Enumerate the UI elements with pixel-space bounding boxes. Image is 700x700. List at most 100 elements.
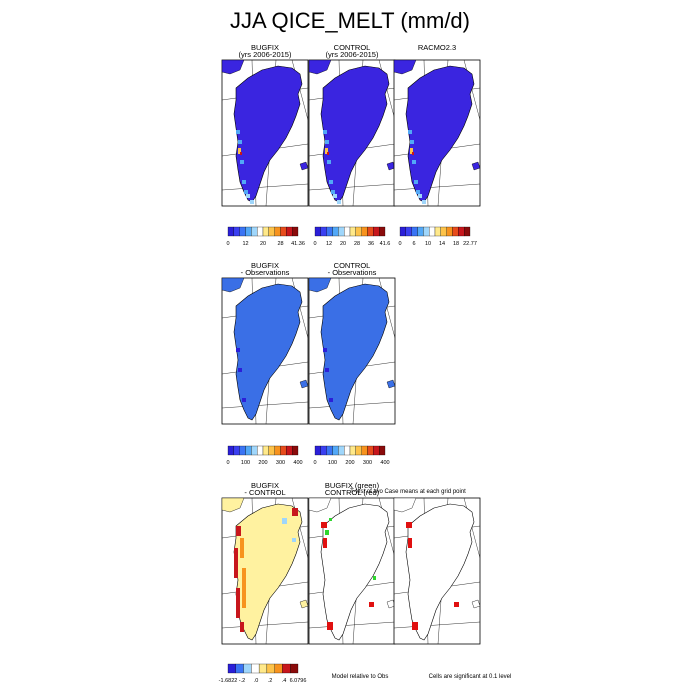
panel-subtitle: - Observations: [328, 268, 377, 277]
colorbar-label: 0: [226, 460, 229, 466]
colorbar-swatch: [280, 445, 287, 456]
colorbar-swatch: [373, 226, 380, 237]
colorbar-swatch: [227, 226, 234, 237]
canada-landmass: [309, 498, 332, 513]
colorbar-label: 0: [313, 460, 316, 466]
colorbar-swatch: [314, 445, 321, 456]
data-cell: [236, 348, 240, 352]
map-panel-3: [221, 277, 309, 425]
data-cell: [414, 180, 418, 184]
iceland-landmass: [386, 379, 395, 389]
colorbar-label: 400: [380, 460, 389, 466]
gridline: [309, 183, 395, 191]
colorbar-swatch: [417, 226, 424, 237]
data-cell: [292, 538, 296, 542]
colorbar-swatch: [349, 226, 356, 237]
colorbar-swatch: [227, 663, 236, 674]
colorbar-swatch: [245, 226, 252, 237]
data-cell: [416, 190, 420, 194]
colorbar-swatch: [268, 445, 275, 456]
data-cell: [325, 530, 329, 535]
data-cell: [244, 190, 248, 194]
colorbar-swatch: [258, 663, 268, 674]
data-cell: [454, 602, 459, 607]
colorbar-swatch: [280, 226, 287, 237]
colorbar-swatch: [379, 226, 386, 237]
colorbar-swatch: [233, 445, 240, 456]
data-cell: [236, 588, 240, 618]
canada-landmass: [309, 60, 332, 75]
colorbar-swatch: [338, 226, 345, 237]
greenland-field: [320, 503, 390, 641]
colorbar-label: 12: [242, 241, 248, 247]
map-panel-4: [308, 277, 396, 425]
colorbar-label: 10: [425, 241, 431, 247]
colorbar-swatch: [251, 663, 260, 674]
panel-title: RACMO2.3: [418, 43, 456, 52]
colorbar-label: 20: [340, 241, 346, 247]
map-panel-0: [221, 59, 309, 207]
data-cell: [327, 160, 331, 164]
data-cell: [323, 538, 327, 548]
colorbar-label: 20: [260, 241, 266, 247]
colorbar-swatch: [446, 226, 453, 237]
data-cell: [410, 140, 414, 144]
data-cell: [327, 622, 333, 630]
map-panel-5: [221, 497, 309, 645]
colorbar-swatch: [227, 445, 234, 456]
colorbar-swatch: [458, 226, 465, 237]
panel-title: BUGFIX: [251, 481, 279, 490]
gridline: [222, 183, 308, 191]
colorbar-swatch: [344, 445, 351, 456]
colorbar-label: 6: [412, 241, 415, 247]
colorbar-label: 200: [258, 460, 267, 466]
gridline: [394, 183, 480, 191]
panel-title: BUGFIX: [251, 43, 279, 52]
gridline: [309, 401, 395, 409]
colorbar-swatch: [344, 226, 351, 237]
colorbar-swatch: [245, 445, 252, 456]
colorbar-4: 0 100 200 300 400: [313, 445, 390, 466]
canada-landmass: [222, 498, 245, 513]
iceland-landmass: [299, 161, 308, 171]
panel-title: BUGFIX: [251, 261, 279, 270]
colorbar-label: 100: [328, 460, 337, 466]
colorbar-swatch: [233, 226, 240, 237]
canada-landmass: [394, 498, 417, 513]
colorbar-swatch: [326, 445, 333, 456]
colorbar-swatch: [239, 226, 246, 237]
colorbar-swatch: [373, 445, 380, 456]
colorbar-5: -1.6822 -.2 .0 .2 .4 6.0796: [219, 663, 306, 684]
iceland-landmass: [299, 599, 308, 609]
iceland-landmass: [386, 161, 395, 171]
colorbar-swatch: [274, 445, 281, 456]
greenland-field: [233, 65, 303, 203]
data-cell: [238, 368, 242, 372]
colorbar-label: 300: [276, 460, 285, 466]
colorbar-label: .2: [268, 678, 273, 684]
greenland-field: [233, 283, 303, 421]
data-cell: [321, 522, 327, 528]
colorbar-swatch: [286, 445, 293, 456]
panel-title: CONTROL: [334, 43, 371, 52]
iceland-landmass: [386, 599, 395, 609]
data-cell: [408, 538, 412, 548]
colorbar-swatch: [320, 445, 327, 456]
data-cell: [418, 194, 422, 198]
data-cell: [242, 568, 246, 608]
colorbar-label: 41.6: [380, 241, 391, 247]
iceland-landmass: [471, 599, 480, 609]
colorbar-swatch: [423, 226, 430, 237]
colorbar-swatch: [405, 226, 412, 237]
panel-subtitle: (yrs 2006-2015): [239, 50, 292, 59]
data-cell: [240, 152, 242, 155]
colorbar-swatch: [257, 445, 264, 456]
colorbar-swatch: [349, 445, 356, 456]
data-cell: [325, 140, 329, 144]
colorbar-label: 12: [326, 241, 332, 247]
colorbar-swatch: [282, 663, 291, 674]
data-cell: [412, 160, 416, 164]
map-panel-7: [393, 497, 481, 645]
panel-subtitle: (yrs 2006-2015): [326, 50, 379, 59]
colorbar-swatch: [292, 445, 299, 456]
